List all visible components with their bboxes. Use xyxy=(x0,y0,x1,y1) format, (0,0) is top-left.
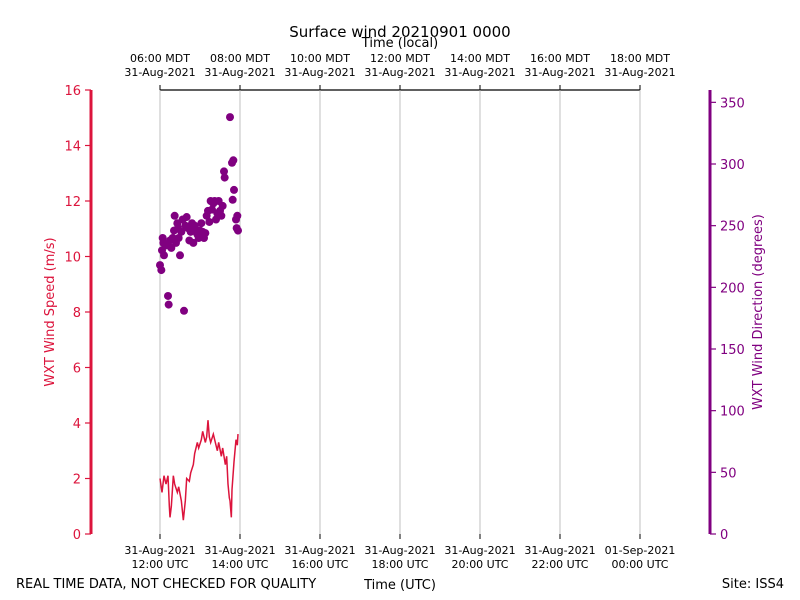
y2-tick-label: 350 xyxy=(720,96,745,111)
wind-direction-point xyxy=(174,234,183,242)
wind-direction-point xyxy=(230,185,238,194)
wind-speed-line xyxy=(159,420,239,521)
wind-direction-point xyxy=(164,291,172,300)
top-x-tick-label: 10:00 MDT 31-Aug-2021 xyxy=(284,52,355,79)
wind-direction-point xyxy=(218,201,227,210)
wind-direction-point xyxy=(233,211,242,220)
x-tick-label: 31-Aug-2021 18:00 UTC xyxy=(364,544,435,571)
wind-direction-point xyxy=(164,300,173,309)
wind-direction-point xyxy=(189,238,198,247)
wind-direction-point xyxy=(229,156,238,165)
wind-direction-point xyxy=(156,261,164,270)
y2-tick-label: 50 xyxy=(720,466,737,481)
top-x-tick-label: 16:00 MDT 31-Aug-2021 xyxy=(524,52,595,79)
y2-tick-label: 300 xyxy=(720,158,745,173)
wind-direction-point xyxy=(220,167,228,176)
y-tick-label: 0 xyxy=(73,528,81,543)
wind-direction-point xyxy=(201,229,210,238)
wind-direction-point xyxy=(217,211,226,220)
y-tick-label: 16 xyxy=(64,84,81,99)
wind-direction-point xyxy=(182,213,191,222)
y-tick-label: 14 xyxy=(64,140,81,155)
wind-direction-point xyxy=(170,211,179,220)
x-tick-label: 31-Aug-2021 12:00 UTC xyxy=(124,544,195,571)
top-axis-title: Time (local) xyxy=(361,36,438,51)
wind-direction-point xyxy=(176,251,184,260)
y2-tick-label: 0 xyxy=(720,528,728,543)
wind-direction-point xyxy=(226,113,234,122)
y-tick-label: 12 xyxy=(64,195,81,210)
y2-tick-label: 100 xyxy=(720,405,745,420)
y-tick-label: 10 xyxy=(64,251,81,266)
top-x-tick-label: 18:00 MDT 31-Aug-2021 xyxy=(604,52,675,79)
chart-title: Surface wind 20210901 0000 xyxy=(289,23,510,41)
x-tick-label: 31-Aug-2021 16:00 UTC xyxy=(284,544,355,571)
footer-note: REAL TIME DATA, NOT CHECKED FOR QUALITY xyxy=(16,577,316,592)
y-tick-label: 6 xyxy=(73,362,81,377)
wind-direction-point xyxy=(177,227,186,236)
top-x-tick-label: 14:00 MDT 31-Aug-2021 xyxy=(444,52,515,79)
wind-direction-point xyxy=(228,195,237,204)
top-x-tick-label: 12:00 MDT 31-Aug-2021 xyxy=(364,52,435,79)
wind-direction-point xyxy=(234,226,242,235)
wind-direction-point xyxy=(160,251,168,260)
y2-tick-label: 200 xyxy=(720,281,745,296)
x-tick-label: 31-Aug-2021 14:00 UTC xyxy=(204,544,275,571)
x-axis-title: Time (UTC) xyxy=(363,578,436,593)
wind-direction-point xyxy=(180,306,188,315)
top-x-tick-label: 06:00 MDT 31-Aug-2021 xyxy=(124,52,195,79)
wind-direction-point xyxy=(205,217,214,226)
y-axis-title: WXT Wind Speed (m/s) xyxy=(43,237,58,386)
x-tick-label: 31-Aug-2021 22:00 UTC xyxy=(524,544,595,571)
y2-axis-title: WXT Wind Direction (degrees) xyxy=(751,214,766,410)
wind-direction-point xyxy=(197,219,206,228)
y2-tick-label: 250 xyxy=(720,220,745,235)
site-label: Site: ISS4 xyxy=(722,577,784,592)
y-tick-label: 4 xyxy=(73,417,81,432)
wind-direction-point xyxy=(220,173,229,182)
x-tick-label: 31-Aug-2021 20:00 UTC xyxy=(444,544,515,571)
top-x-tick-label: 08:00 MDT 31-Aug-2021 xyxy=(204,52,275,79)
x-tick-label: 01-Sep-2021 00:00 UTC xyxy=(605,544,676,571)
y-tick-label: 8 xyxy=(73,306,81,321)
y2-tick-label: 150 xyxy=(720,343,745,358)
y-tick-label: 2 xyxy=(73,473,81,488)
